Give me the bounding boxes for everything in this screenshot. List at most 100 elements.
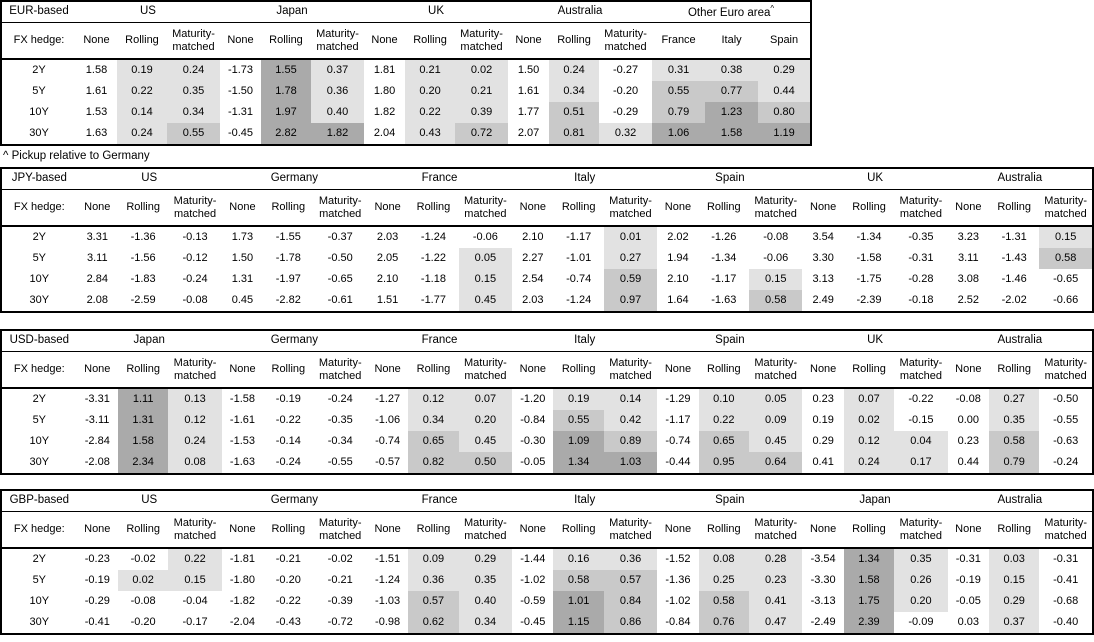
value-cell: -1.58 <box>856 252 882 265</box>
value-cell: 2.82 <box>261 123 311 145</box>
value-cell: 0.20 <box>405 81 456 102</box>
hedge-type-header: Maturity-matched <box>458 189 513 227</box>
hedge-type-header: Rolling <box>408 351 459 389</box>
value-cell: -1.77 <box>420 294 446 307</box>
value-cell: -0.30 <box>520 435 546 448</box>
country-group-header: Japan <box>802 490 948 512</box>
country-group-header: Japan <box>76 330 222 352</box>
value-cell: -0.29 <box>84 595 110 608</box>
value-cell: 0.72 <box>455 123 509 145</box>
hedge-type-header: Rolling <box>263 511 314 549</box>
value-cell: -0.21 <box>275 553 301 566</box>
value-cell: 0.34 <box>549 81 600 102</box>
value-cell: 0.19 <box>812 414 834 427</box>
value-cell: 0.03 <box>988 548 1040 570</box>
value-cell: 1.58 <box>705 123 759 145</box>
country-group-header: Australia <box>947 168 1093 190</box>
value-cell: 0.00 <box>957 414 980 427</box>
value-cell: -0.17 <box>182 616 208 629</box>
value-cell: 0.45 <box>231 294 254 307</box>
hedge-type-header: Maturity-matched <box>749 189 803 227</box>
hedge-type-header: Maturity-matched <box>458 351 513 389</box>
value-cell: 1.51 <box>376 294 399 307</box>
value-cell: 0.07 <box>843 388 895 410</box>
country-group-header: Germany <box>221 168 367 190</box>
value-cell: 0.17 <box>894 452 948 474</box>
eur-based-table: EUR-based US Japan UK Australia Other Euro ar… <box>0 0 813 146</box>
value-cell: -0.50 <box>327 252 353 265</box>
value-cell: -2.39 <box>856 294 882 307</box>
footnote: ^ Pickup relative to Germany <box>3 150 150 162</box>
value-cell: -0.24 <box>1053 456 1079 469</box>
hedge-type-header: Maturity-matched <box>894 189 948 227</box>
value-cell: 0.01 <box>603 226 658 248</box>
value-cell: -1.17 <box>665 414 691 427</box>
hedge-type-header: Maturity-matched <box>313 351 367 389</box>
value-cell: 0.37 <box>311 59 365 81</box>
value-cell: 0.39 <box>455 102 509 123</box>
value-cell: 0.21 <box>405 59 456 81</box>
value-cell: -0.21 <box>327 574 353 587</box>
hedge-type-header: Maturity-matched <box>1039 189 1093 227</box>
value-cell: -1.46 <box>1001 273 1027 286</box>
value-cell: -0.15 <box>908 414 934 427</box>
value-cell: -0.08 <box>130 595 156 608</box>
value-cell: -0.12 <box>182 252 208 265</box>
value-cell: -0.22 <box>275 414 301 427</box>
tenor-label: 2Y <box>32 231 47 244</box>
value-cell: -2.59 <box>130 294 156 307</box>
value-cell: 0.59 <box>603 269 658 290</box>
value-cell: 0.32 <box>599 123 653 145</box>
value-cell: 0.23 <box>957 435 980 448</box>
value-cell: -1.02 <box>665 595 691 608</box>
value-cell: -3.11 <box>85 414 110 427</box>
value-cell: 0.44 <box>758 81 812 102</box>
value-cell: 0.09 <box>408 548 459 570</box>
value-cell: -0.66 <box>1053 294 1079 307</box>
hedge-type-header: Maturity-matched <box>1039 351 1093 389</box>
value-cell: 0.95 <box>698 452 750 474</box>
fx-hedge-label: FX hedge: <box>1 22 76 60</box>
value-cell: 1.11 <box>117 388 169 410</box>
value-cell: 1.19 <box>758 123 812 145</box>
value-cell: -1.24 <box>566 294 592 307</box>
value-cell: -0.31 <box>955 553 981 566</box>
value-cell: 0.27 <box>603 248 658 269</box>
value-cell: 0.50 <box>458 452 513 474</box>
value-cell: 1.81 <box>373 64 396 77</box>
value-cell: -0.65 <box>327 273 353 286</box>
hedge-type-header: Rolling <box>553 189 604 227</box>
value-cell: -1.82 <box>229 595 255 608</box>
value-cell: 1.94 <box>667 252 689 265</box>
value-cell: 2.10 <box>522 231 544 244</box>
hedge-type-header: None <box>221 351 264 389</box>
value-cell: -0.20 <box>130 616 156 629</box>
value-cell: 0.24 <box>167 59 220 81</box>
country-group-header: Other Euro area^ <box>652 1 812 23</box>
value-cell: 0.36 <box>311 81 365 102</box>
value-cell: 1.82 <box>373 106 396 119</box>
value-cell: 0.58 <box>749 290 803 312</box>
value-cell: 0.22 <box>698 410 750 431</box>
value-cell: -0.22 <box>275 595 301 608</box>
value-cell: 0.02 <box>455 59 509 81</box>
value-cell: 0.65 <box>408 431 459 452</box>
value-cell: -0.34 <box>327 435 353 448</box>
value-cell: -0.14 <box>275 435 301 448</box>
value-cell: 0.81 <box>549 123 600 145</box>
jpy-based-table-container: JPY-based US Germany France Italy Spain UK Aust… <box>0 167 1094 313</box>
value-cell: 1.77 <box>517 106 540 119</box>
value-cell: 0.35 <box>458 570 513 591</box>
country-group-header: Italy <box>512 490 658 512</box>
value-cell: 0.41 <box>812 456 834 469</box>
value-cell: 1.78 <box>261 81 311 102</box>
footnote-marker: ^ <box>770 3 775 13</box>
value-cell: -1.36 <box>130 231 156 244</box>
country-group-header: Italy <box>512 330 658 352</box>
value-cell: 0.02 <box>117 570 169 591</box>
value-cell: 1.58 <box>843 570 895 591</box>
value-cell: -1.34 <box>856 231 882 244</box>
value-cell: -3.30 <box>810 574 836 587</box>
value-cell: -0.74 <box>566 273 592 286</box>
value-cell: -1.78 <box>275 252 301 265</box>
